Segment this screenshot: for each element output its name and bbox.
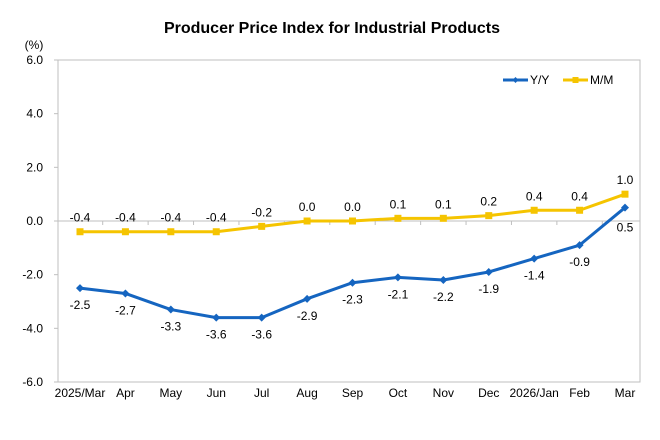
x-tick-label: Sep — [342, 386, 364, 400]
legend-label: Y/Y — [530, 73, 549, 87]
data-label: 0.1 — [435, 197, 452, 211]
series-mm: -0.4 -0.4 -0.4 -0.4 -0.2 0.0 0.0 0.1 0.1 0.2 0.4 0.… — [70, 173, 634, 236]
y-tick-label: 2.0 — [26, 160, 43, 174]
legend-marker — [512, 77, 519, 83]
y-tick-label: 4.0 — [26, 107, 43, 121]
x-tick-label: Apr — [116, 386, 135, 400]
x-tick-label: Jun — [207, 386, 226, 400]
data-label: -2.1 — [388, 287, 409, 301]
x-tick-label: 2025/Mar — [55, 386, 106, 400]
data-point — [394, 214, 402, 222]
data-point — [621, 203, 629, 212]
data-point — [575, 241, 584, 250]
data-label: -0.4 — [115, 211, 136, 225]
x-axis: 2025/Mar Apr May Jun Jul Aug Sep Oct Nov Dec 2026/… — [55, 220, 640, 400]
data-point — [530, 206, 538, 214]
data-point — [530, 254, 539, 263]
data-point — [303, 294, 312, 303]
x-tick-label: 2026/Jan — [509, 386, 558, 400]
legend: Y/Y M/M — [503, 73, 613, 87]
data-label: 0.5 — [617, 221, 634, 235]
data-point — [212, 313, 221, 322]
data-label: -3.3 — [160, 320, 181, 334]
data-label: -0.9 — [569, 255, 590, 269]
data-label: -0.4 — [70, 211, 91, 225]
x-tick-label: Jul — [254, 386, 269, 400]
y-tick-label: 6.0 — [26, 53, 43, 67]
y-tick-label: -4.0 — [22, 321, 43, 335]
y-tick-label: -2.0 — [22, 268, 43, 282]
y-axis-ticks: 6.0 4.0 2.0 0.0 -2.0 -4.0 -6.0 — [22, 53, 58, 389]
data-label: -2.2 — [433, 290, 454, 304]
data-label: -3.6 — [206, 328, 227, 342]
legend-marker — [572, 77, 579, 83]
data-point — [485, 212, 493, 220]
data-label: 0.1 — [390, 197, 407, 211]
series-group: -2.5 -2.7 -3.3 -3.6 -3.6 -2.9 -2.3 -2.1 -2.2 -1.9… — [70, 173, 634, 341]
y-tick-label: -6.0 — [22, 375, 43, 389]
data-label: 0.0 — [344, 200, 361, 214]
data-label: -0.4 — [160, 211, 181, 225]
x-tick-label: Mar — [615, 386, 636, 400]
x-tick-label: Oct — [389, 386, 408, 400]
data-point — [484, 267, 493, 276]
data-point — [76, 284, 84, 293]
data-label: 0.4 — [526, 189, 543, 203]
data-point — [439, 276, 448, 285]
data-point — [258, 222, 266, 230]
x-tick-label: Aug — [296, 386, 317, 400]
data-label: -1.9 — [478, 282, 499, 296]
data-label: -2.7 — [115, 303, 136, 317]
y-axis-unit-label: (%) — [25, 38, 44, 52]
data-point — [621, 190, 629, 198]
data-point — [348, 278, 357, 287]
data-label: -0.2 — [251, 205, 272, 219]
data-label: -3.6 — [251, 328, 272, 342]
x-tick-label: Feb — [569, 386, 590, 400]
data-label: -2.5 — [70, 298, 91, 312]
series-yy: -2.5 -2.7 -3.3 -3.6 -3.6 -2.9 -2.3 -2.1 -2.2 -1.9… — [70, 203, 634, 342]
legend-label: M/M — [590, 73, 613, 87]
data-point — [166, 305, 175, 314]
data-label: -0.4 — [206, 211, 227, 225]
data-point — [121, 228, 129, 236]
data-point — [76, 228, 84, 236]
y-tick-label: 0.0 — [26, 214, 43, 228]
x-tick-label: Nov — [433, 386, 454, 400]
data-point — [303, 217, 311, 225]
data-point — [576, 206, 584, 214]
data-point — [393, 273, 402, 282]
data-point — [349, 217, 356, 225]
data-label: -1.4 — [524, 269, 545, 283]
data-label: 0.4 — [571, 189, 588, 203]
data-point — [167, 228, 175, 236]
data-point — [439, 214, 447, 222]
data-point — [121, 289, 130, 298]
data-point — [257, 313, 266, 322]
x-tick-label: Dec — [478, 386, 499, 400]
data-label: 1.0 — [617, 173, 634, 187]
data-label: -2.9 — [297, 309, 318, 323]
data-label: 0.2 — [480, 195, 497, 209]
chart-title: Producer Price Index for Industrial Prod… — [164, 20, 500, 37]
data-label: 0.0 — [299, 200, 316, 214]
data-point — [212, 228, 220, 236]
data-label: -2.3 — [342, 293, 363, 307]
x-tick-label: May — [159, 386, 182, 400]
